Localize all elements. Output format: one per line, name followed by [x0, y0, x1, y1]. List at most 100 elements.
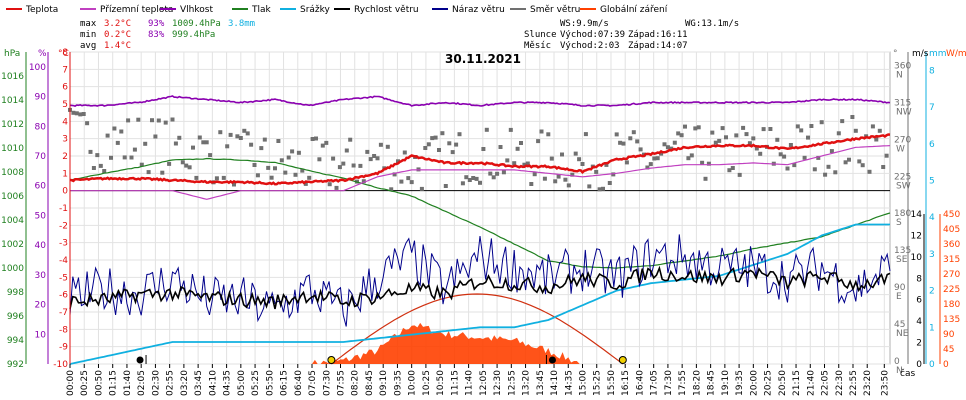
- wind-dir-point: [703, 176, 708, 181]
- wind-dir-point: [341, 161, 346, 166]
- x-tick-label: 02:30: [151, 370, 161, 396]
- wind-dir-point: [105, 133, 110, 138]
- wind-dir-point: [389, 187, 394, 192]
- x-tick-label: 04:35: [223, 370, 233, 396]
- legend-label: Globální záření: [600, 5, 668, 15]
- legend-entry: Srážky: [280, 5, 331, 15]
- wind-dir-point: [115, 140, 120, 145]
- stat-max-temp: 3.2°C: [104, 19, 131, 29]
- mm-tick-label: 3: [929, 250, 935, 260]
- wind-dir-point: [208, 153, 213, 158]
- wind-dir-point: [81, 112, 86, 116]
- c-tick-label: -1: [59, 204, 68, 214]
- x-tick-label: 08:20: [351, 370, 361, 396]
- info-sun-label: Slunce: [524, 30, 557, 40]
- stat-min-hum: 83%: [148, 30, 165, 40]
- wm-tick-label: 180: [943, 300, 960, 310]
- x-tick-label: 12:05: [479, 370, 489, 396]
- x-tick-label: 23:20: [863, 370, 873, 396]
- wind-dir-point: [122, 155, 127, 160]
- wind-dir-point: [683, 124, 687, 129]
- humidity-line: [69, 95, 891, 107]
- wind-dir-point: [601, 186, 605, 191]
- stats-table: max 3.2°C 93% 1009.4hPa 3.8mm min 0.2°C …: [80, 19, 255, 51]
- wind-dir-point: [761, 127, 766, 132]
- wind-dir-point: [153, 134, 158, 139]
- wind-dir-point: [881, 165, 886, 169]
- x-tick-label: 06:15: [280, 370, 290, 396]
- wind-dir-point: [655, 156, 660, 161]
- hpa-tick-label: 1012: [1, 120, 24, 130]
- x-tick-label: 21:40: [806, 370, 816, 396]
- wind-dir-point: [163, 120, 168, 125]
- wind-dir-point: [102, 169, 107, 173]
- dir-tick-label: E: [896, 292, 902, 302]
- wind-dir-point: [857, 159, 862, 164]
- x-tick-label: 09:35: [393, 370, 403, 396]
- wind-dir-point: [170, 117, 175, 122]
- wind-dir-point: [758, 151, 763, 156]
- wind-dir-point: [238, 136, 243, 140]
- wind-dir-point: [775, 137, 780, 142]
- wind-dir-point: [443, 184, 448, 188]
- wind-dir-point: [266, 165, 271, 170]
- wind-dir-point: [741, 125, 746, 130]
- x-tick-label: 10:25: [422, 370, 432, 396]
- c-tick-label: -8: [59, 325, 68, 335]
- wind-dir-point: [754, 146, 759, 151]
- wind-dir-point: [802, 155, 807, 160]
- wind-dir-point: [467, 178, 472, 182]
- hpa-tick-label: 998: [7, 288, 24, 298]
- wind-dir-point: [337, 165, 342, 170]
- x-tick-label: 18:20: [692, 370, 702, 396]
- x-tick-label: 09:10: [379, 370, 389, 396]
- wind-dir-point: [358, 163, 363, 168]
- c-tick-label: -7: [59, 308, 68, 318]
- sun-moon-info: WS:9.9m/s WG:13.1m/s Slunce Východ:07:39…: [524, 19, 739, 51]
- wind-dir-point: [706, 161, 711, 166]
- wind-dir-point: [460, 181, 465, 186]
- ms-tick-label: 8: [916, 274, 922, 284]
- pct-tick-label: 100: [29, 63, 46, 73]
- wind-dir-point: [819, 120, 824, 125]
- x-tick-label: 14:35: [564, 370, 574, 396]
- wind-dir-point: [191, 145, 195, 150]
- pct-tick-label: 60: [35, 182, 47, 192]
- wind-dir-point: [409, 180, 414, 185]
- wind-dir-point: [365, 149, 370, 154]
- ms-tick-label: 4: [916, 317, 922, 327]
- wind-dir-point: [799, 128, 804, 133]
- x-tick-label: 19:10: [721, 370, 731, 396]
- x-tick-label: 02:05: [137, 370, 147, 396]
- x-tick-label: 05:25: [251, 370, 261, 396]
- dir-tick-label: 90: [894, 283, 906, 293]
- dir-tick-label: 225: [894, 172, 911, 182]
- wind-dir-point: [173, 141, 178, 146]
- c-axis-label: °C: [58, 49, 69, 59]
- wind-dir-point: [392, 172, 397, 177]
- wind-dir-point: [843, 160, 848, 165]
- x-tick-label: 16:40: [635, 370, 645, 396]
- wind-dir-point: [225, 144, 230, 149]
- x-tick-label: 00:00: [66, 370, 76, 396]
- wind-dir-point: [276, 139, 281, 143]
- stat-min-label: min: [80, 30, 96, 40]
- wind-dir-point: [201, 140, 206, 145]
- dir-tick-label: N: [896, 70, 903, 80]
- wind-dir-point: [560, 152, 564, 157]
- wind-dir-point: [375, 156, 380, 161]
- wind-dir-point: [870, 124, 875, 129]
- ms-tick-label: 0: [916, 360, 922, 370]
- mm-tick-label: 5: [929, 176, 935, 186]
- c-tick-label: -3: [59, 239, 68, 249]
- legend-label: Teplota: [25, 5, 58, 15]
- stat-avg-temp: 1.4°C: [104, 41, 131, 51]
- wind-dir-point: [686, 156, 691, 161]
- clear-sky-line: [331, 293, 624, 365]
- wind-dir-point: [747, 141, 752, 146]
- sunset-marker: [618, 356, 627, 364]
- dir-tick-label: 270: [894, 135, 911, 145]
- clear-sky-curve: [331, 293, 624, 365]
- x-tick-label: 14:10: [550, 370, 560, 396]
- wind-dir-point: [167, 161, 172, 166]
